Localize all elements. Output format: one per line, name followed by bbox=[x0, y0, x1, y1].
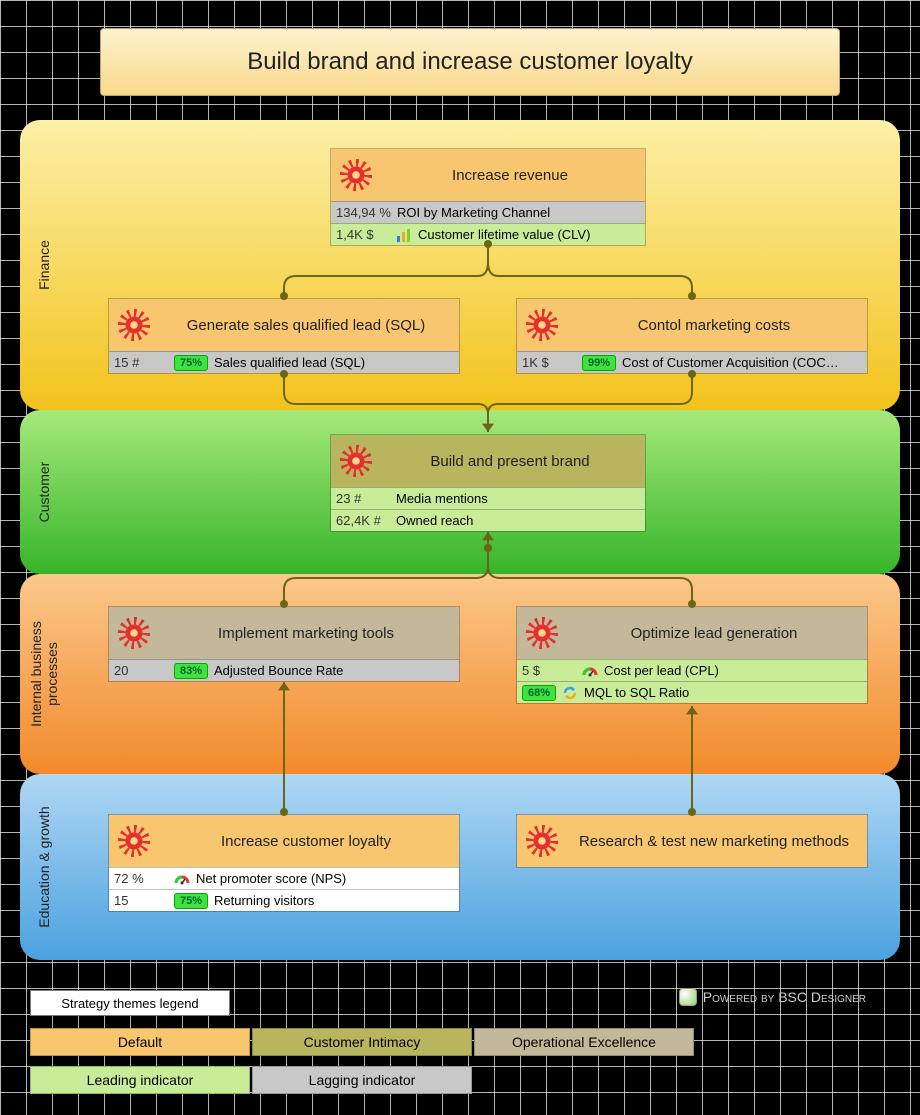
card-title: Increase revenue bbox=[381, 167, 639, 184]
metric-row: 62,4K # Owned reach bbox=[331, 509, 645, 531]
metric-value: 1,4K $ bbox=[336, 227, 390, 242]
card-title: Contol marketing costs bbox=[567, 317, 861, 334]
card-research[interactable]: Research & test new marketing methods bbox=[516, 814, 868, 868]
gear-icon bbox=[337, 156, 375, 194]
metric-value: 1K $ bbox=[522, 355, 576, 370]
gear-icon bbox=[115, 306, 153, 344]
metric-row: 68% MQL to SQL Ratio bbox=[517, 681, 867, 703]
metric-value: 20 bbox=[114, 663, 168, 678]
legend-title-text: Strategy themes legend bbox=[61, 996, 198, 1011]
chart-icon bbox=[396, 227, 412, 243]
metric-value: 15 # bbox=[114, 355, 168, 370]
metric-value: 23 # bbox=[336, 491, 390, 506]
page-title: Build brand and increase customer loyalt… bbox=[100, 28, 840, 96]
metric-label: Adjusted Bounce Rate bbox=[214, 663, 343, 678]
metric-badge: 75% bbox=[174, 893, 208, 909]
gear-icon bbox=[337, 442, 375, 480]
card-increase-revenue[interactable]: Increase revenue 134,94 % ROI by Marketing… bbox=[330, 148, 646, 246]
card-header: Generate sales qualified lead (SQL) bbox=[109, 299, 459, 351]
metric-label: Cost of Customer Acquisition (COC… bbox=[622, 355, 839, 370]
gauge-icon bbox=[582, 663, 598, 679]
card-build-brand[interactable]: Build and present brand 23 # Media mention… bbox=[330, 434, 646, 532]
metric-value: 134,94 % bbox=[336, 205, 391, 220]
card-header: Research & test new marketing methods bbox=[517, 815, 867, 867]
gear-icon bbox=[523, 822, 561, 860]
card-sql[interactable]: Generate sales qualified lead (SQL) 15 # 7… bbox=[108, 298, 460, 374]
metric-value: 5 $ bbox=[522, 663, 576, 678]
cycle-icon bbox=[562, 685, 578, 701]
legend-row-indicators: Leading indicatorLagging indicator bbox=[30, 1066, 472, 1094]
metric-row: 20 83% Adjusted Bounce Rate bbox=[109, 659, 459, 681]
metric-row: 72 % Net promoter score (NPS) bbox=[109, 867, 459, 889]
metric-row: 5 $ Cost per lead (CPL) bbox=[517, 659, 867, 681]
metric-row: 134,94 % ROI by Marketing Channel bbox=[331, 201, 645, 223]
metric-row: 15 # 75% Sales qualified lead (SQL) bbox=[109, 351, 459, 373]
card-customer-loyalty[interactable]: Increase customer loyalty 72 % Net promote… bbox=[108, 814, 460, 912]
gear-icon bbox=[523, 306, 561, 344]
metric-badge: 68% bbox=[522, 685, 556, 701]
metric-badge: 75% bbox=[174, 355, 208, 371]
metric-label: Cost per lead (CPL) bbox=[604, 663, 719, 678]
card-header: Implement marketing tools bbox=[109, 607, 459, 659]
metric-label: Sales qualified lead (SQL) bbox=[214, 355, 365, 370]
metric-label: Returning visitors bbox=[214, 893, 314, 908]
legend-row-themes: DefaultCustomer IntimacyOperational Exce… bbox=[30, 1028, 694, 1056]
metric-label: Owned reach bbox=[396, 513, 473, 528]
metric-label: Customer lifetime value (CLV) bbox=[418, 227, 590, 242]
metric-row: 1K $ 99% Cost of Customer Acquisition (COC… bbox=[517, 351, 867, 373]
metric-value: 62,4K # bbox=[336, 513, 390, 528]
metric-badge: 99% bbox=[582, 355, 616, 371]
gear-icon bbox=[115, 822, 153, 860]
gear-icon bbox=[523, 614, 561, 652]
gauge-icon bbox=[174, 871, 190, 887]
perspective-label: Finance bbox=[36, 120, 52, 410]
metric-label: Net promoter score (NPS) bbox=[196, 871, 346, 886]
metric-row: 15 75% Returning visitors bbox=[109, 889, 459, 911]
card-title: Increase customer loyalty bbox=[159, 833, 453, 850]
metric-value: 72 % bbox=[114, 871, 168, 886]
powered-by-logo-icon bbox=[679, 988, 697, 1006]
metric-row: 23 # Media mentions bbox=[331, 487, 645, 509]
legend-cell: Default bbox=[30, 1028, 250, 1056]
legend-title-box: Strategy themes legend bbox=[30, 990, 230, 1016]
card-header: Increase revenue bbox=[331, 149, 645, 201]
card-title: Optimize lead generation bbox=[567, 625, 861, 642]
card-header: Contol marketing costs bbox=[517, 299, 867, 351]
gear-icon bbox=[115, 614, 153, 652]
card-title: Build and present brand bbox=[381, 453, 639, 470]
card-marketing-tools[interactable]: Implement marketing tools 20 83% Adjusted B… bbox=[108, 606, 460, 682]
card-header: Build and present brand bbox=[331, 435, 645, 487]
card-header: Increase customer loyalty bbox=[109, 815, 459, 867]
diagram-page: Build brand and increase customer loyalt… bbox=[0, 0, 920, 1115]
powered-by-text: Powered by BSC Designer bbox=[703, 989, 866, 1005]
card-title: Generate sales qualified lead (SQL) bbox=[159, 317, 453, 334]
card-title: Implement marketing tools bbox=[159, 625, 453, 642]
perspective-label: Internal businessprocesses bbox=[28, 574, 60, 774]
legend-cell: Lagging indicator bbox=[252, 1066, 472, 1094]
powered-by: Powered by BSC Designer bbox=[679, 988, 866, 1006]
card-title: Research & test new marketing methods bbox=[567, 833, 861, 850]
card-optimize-lead[interactable]: Optimize lead generation 5 $ Cost per lead… bbox=[516, 606, 868, 704]
perspective-label: Customer bbox=[36, 410, 52, 574]
metric-row: 1,4K $ Customer lifetime value (CLV) bbox=[331, 223, 645, 245]
legend-cell: Customer Intimacy bbox=[252, 1028, 472, 1056]
page-title-text: Build brand and increase customer loyalt… bbox=[247, 48, 693, 76]
card-header: Optimize lead generation bbox=[517, 607, 867, 659]
legend-cell: Leading indicator bbox=[30, 1066, 250, 1094]
legend-cell: Operational Excellence bbox=[474, 1028, 694, 1056]
metric-label: Media mentions bbox=[396, 491, 488, 506]
metric-badge: 83% bbox=[174, 663, 208, 679]
perspective-label: Education & growth bbox=[36, 774, 52, 960]
metric-label: ROI by Marketing Channel bbox=[397, 205, 550, 220]
card-marketing-costs[interactable]: Contol marketing costs 1K $ 99% Cost of Cus… bbox=[516, 298, 868, 374]
metric-value: 15 bbox=[114, 893, 168, 908]
metric-label: MQL to SQL Ratio bbox=[584, 685, 689, 700]
